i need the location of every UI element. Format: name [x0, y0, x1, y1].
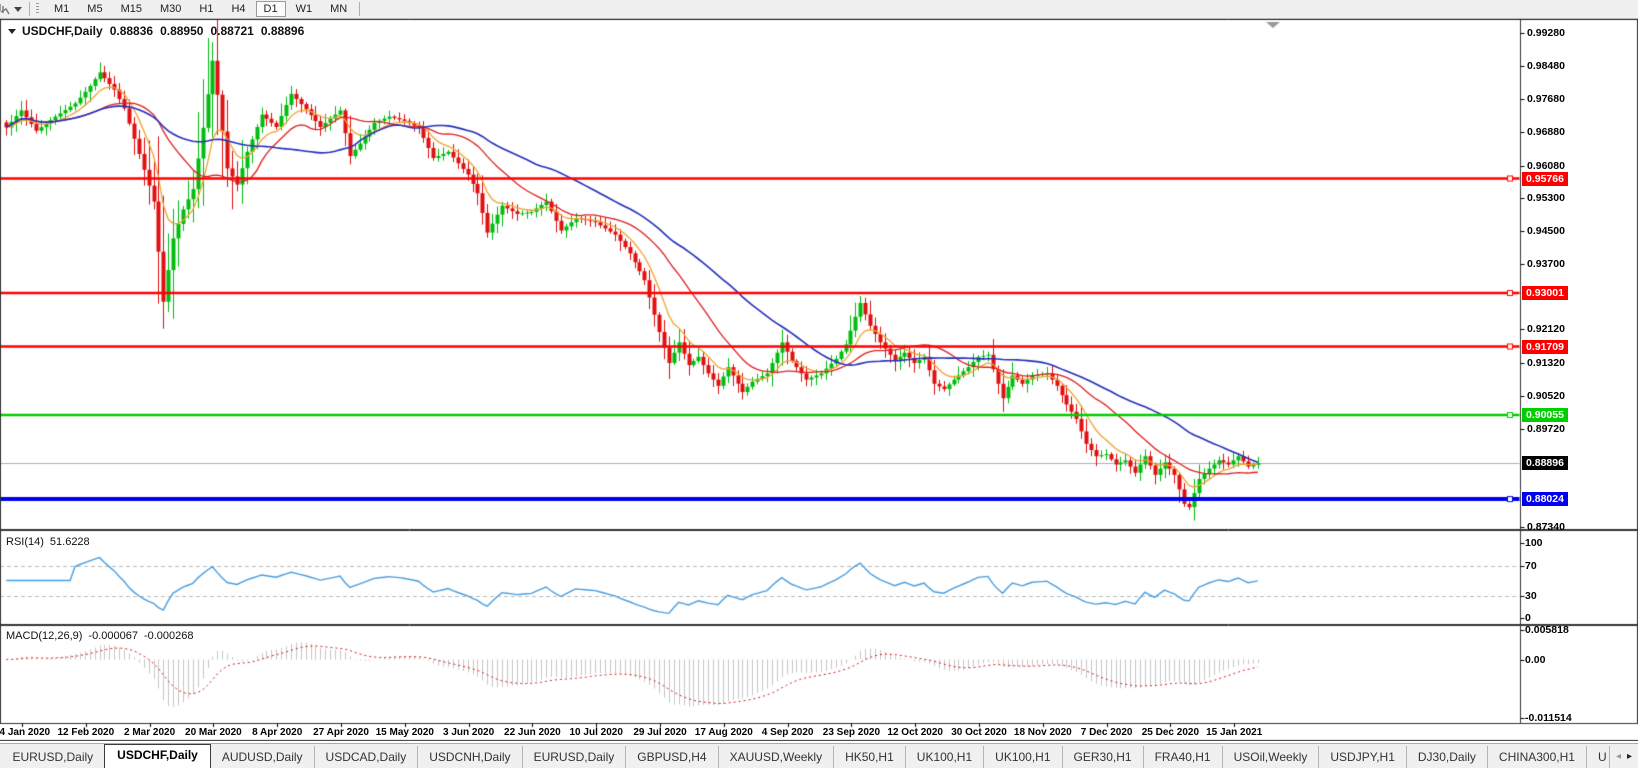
- timeframe-toolbar: M1 M5 M15 M30 H1 H4 D1 W1 MN: [0, 0, 1638, 19]
- timeframe-button-w1[interactable]: W1: [295, 3, 313, 15]
- tab-scroll-right-icon[interactable]: ▸: [1626, 751, 1632, 762]
- chart-tab-bar: EURUSD,Daily USDCHF,Daily AUDUSD,Daily USDC…: [0, 743, 1638, 768]
- chart-tab-usoil-weekly[interactable]: USOil,Weekly: [1223, 746, 1320, 768]
- chart-tool-dropdown-icon[interactable]: [14, 6, 22, 12]
- chart-tab-eurusd-daily[interactable]: EURUSD,Daily: [1, 746, 106, 768]
- timeframe-button-m30[interactable]: M30: [159, 3, 182, 15]
- chart-tab-xauusd-weekly[interactable]: XAUUSD,Weekly: [719, 746, 835, 768]
- timeframe-button-d1[interactable]: D1: [255, 1, 286, 17]
- tab-scroll-left-icon[interactable]: ◂: [1615, 751, 1621, 762]
- chart-tab-gbpusd-h4[interactable]: GBPUSD,H4: [626, 746, 719, 768]
- toolbar-drag-handle[interactable]: [36, 3, 39, 15]
- chart-tab-fra40-h1[interactable]: FRA40,H1: [1144, 746, 1223, 768]
- chart-tab-u[interactable]: U: [1587, 746, 1610, 768]
- chart-tab-uk100-h1[interactable]: UK100,H1: [906, 746, 985, 768]
- chart-tab-hk50-h1[interactable]: HK50,H1: [834, 746, 906, 768]
- toolbar-separator: [359, 2, 361, 16]
- price-chart-canvas[interactable]: [0, 19, 1638, 741]
- chart-window: USDCHF,Daily 0.88836 0.88950 0.88721 0.8…: [0, 19, 1638, 741]
- toolbar-separator: [29, 2, 30, 16]
- chart-tab-usdchf-daily[interactable]: USDCHF,Daily: [104, 744, 211, 768]
- timeframe-button-h4[interactable]: H4: [231, 3, 246, 15]
- chart-tab-eurusd-daily[interactable]: EURUSD,Daily: [523, 746, 627, 768]
- chart-tab-ger30-h1[interactable]: GER30,H1: [1063, 746, 1144, 768]
- chart-tab-usdcad-daily[interactable]: USDCAD,Daily: [315, 746, 419, 768]
- timeframe-button-h1[interactable]: H1: [199, 3, 214, 15]
- chart-tab-dj30-daily[interactable]: DJ30,Daily: [1407, 746, 1488, 768]
- tabs: EURUSD,Daily USDCHF,Daily AUDUSD,Daily USDC…: [1, 744, 1610, 768]
- chart-tool-icon[interactable]: [0, 2, 12, 16]
- timeframe-button-mn[interactable]: MN: [330, 3, 348, 15]
- timeframe-button-m15[interactable]: M15: [120, 3, 142, 15]
- chart-tab-usdjpy-h1[interactable]: USDJPY,H1: [1319, 746, 1407, 768]
- chart-tab-china300-h1[interactable]: CHINA300,H1: [1488, 746, 1587, 768]
- chart-tab-audusd-daily[interactable]: AUDUSD,Daily: [211, 746, 315, 768]
- timeframe-buttons: M1 M5 M15 M30 H1 H4 D1 W1 MN: [45, 1, 356, 17]
- chart-tab-uk100-h1[interactable]: UK100,H1: [984, 746, 1063, 768]
- timeframe-button-m1[interactable]: M1: [54, 3, 70, 15]
- timeframe-button-m5[interactable]: M5: [87, 3, 103, 15]
- tab-scroll-arrows: ◂ ▸: [1610, 744, 1638, 768]
- chart-tab-usdcnh-daily[interactable]: USDCNH,Daily: [418, 746, 523, 768]
